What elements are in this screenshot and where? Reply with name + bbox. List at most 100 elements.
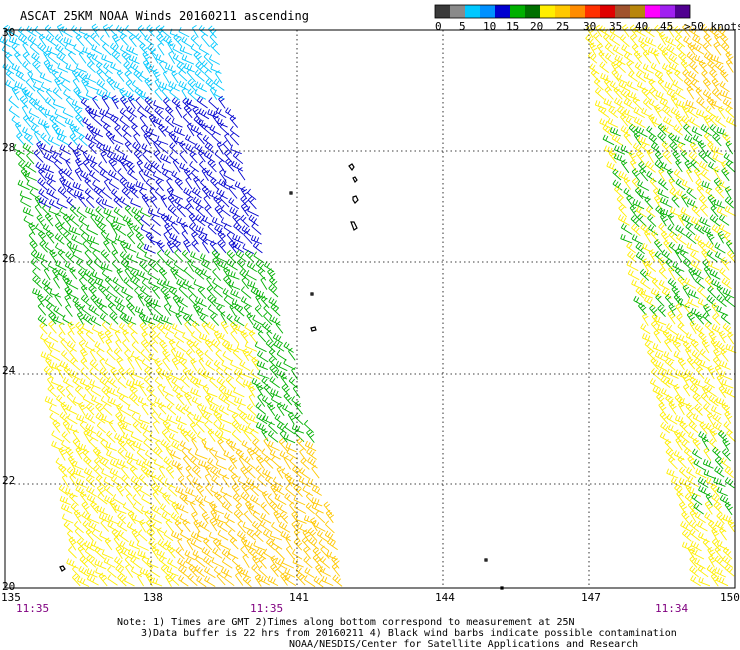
wind-barb [673,124,684,136]
wind-barb [143,169,156,181]
wind-barb [58,446,67,461]
wind-barb [167,423,179,434]
wind-barb [247,206,259,217]
wind-barb [37,314,48,327]
wind-barb [599,25,611,37]
wind-barb [195,419,205,433]
wind-barb [247,447,256,460]
wind-barb [719,89,732,100]
wind-barb [713,199,726,209]
wind-barb [81,77,90,92]
wind-barb [90,32,101,46]
colorbar-swatch [450,5,465,18]
wind-barb [102,403,113,416]
wind-barb [675,99,688,110]
wind-barb [119,415,132,426]
wind-barb [613,86,623,100]
wind-barb [164,332,176,344]
wind-barb [631,279,643,290]
wind-barb [707,141,716,154]
wind-barb [93,258,104,271]
wind-barb [54,222,64,236]
wind-barb [86,61,96,73]
wind-barb [661,140,671,154]
wind-barb [724,205,737,217]
wind-barb [195,81,207,93]
wind-barb [188,212,197,226]
wind-barb [673,25,683,38]
wind-barb [99,457,111,470]
wind-barb [198,232,208,245]
wind-barb [150,410,160,424]
wind-barb [94,559,107,570]
wind-barb [107,520,119,532]
wind-barb [22,51,31,65]
wind-barb [687,475,699,488]
time-label-1: 11:35 [16,602,49,615]
wind-barb [198,25,209,37]
wind-barb [690,338,700,352]
wind-barb [689,565,699,578]
wind-barb [707,260,720,271]
wind-barb [250,428,260,442]
wind-barb [724,466,734,479]
wind-barb [267,268,276,281]
wind-barb [115,338,123,352]
wind-barb [209,240,219,254]
wind-barb [132,440,146,452]
wind-barb [89,379,101,390]
wind-barb [724,410,733,424]
wind-barb [716,127,729,137]
wind-barb [718,360,731,370]
wind-barb [80,284,89,298]
wind-barb [201,511,210,525]
wind-barb [687,455,696,470]
wind-barb [721,167,730,182]
wind-barb [627,269,640,281]
wind-barb [227,548,239,560]
wind-barb [637,180,650,191]
wind-barb [86,52,95,65]
wind-barb [193,115,203,128]
wind-barb [147,268,159,281]
wind-barb [714,567,726,578]
wind-barb [56,384,66,397]
wind-barb [86,403,95,416]
wind-barb [8,105,20,118]
wind-barb [214,205,223,219]
wind-barb [74,527,85,541]
wind-barb [654,239,663,253]
wind-barb [119,177,129,191]
wind-barb [249,494,261,506]
wind-barb [86,494,98,505]
wind-barb [702,459,714,469]
wind-barb [126,105,137,118]
wind-barb [148,114,157,128]
lat-label-22: 22 [2,474,15,487]
wind-barb [103,557,116,568]
wind-barb [108,419,117,433]
wind-barb [704,500,713,515]
wind-barb [722,555,734,568]
wind-barb [229,536,239,550]
wind-barb [706,564,717,577]
wind-barb [112,216,126,227]
wind-barb [217,230,226,244]
wind-barb [99,376,111,389]
wind-barb [184,391,193,406]
wind-barb [598,50,608,64]
wind-barb [684,159,693,174]
wind-barb [256,360,268,371]
wind-barb [143,295,154,309]
wind-barb [210,466,220,478]
wind-barb [88,513,100,524]
wind-barb [5,79,17,91]
wind-barb [66,340,77,352]
wind-barb [688,70,700,83]
wind-barb [647,46,659,57]
wind-barb [80,97,92,111]
wind-barb [681,439,692,453]
wind-barb [206,285,216,299]
wind-barb [332,574,343,587]
wind-barb [5,69,15,82]
